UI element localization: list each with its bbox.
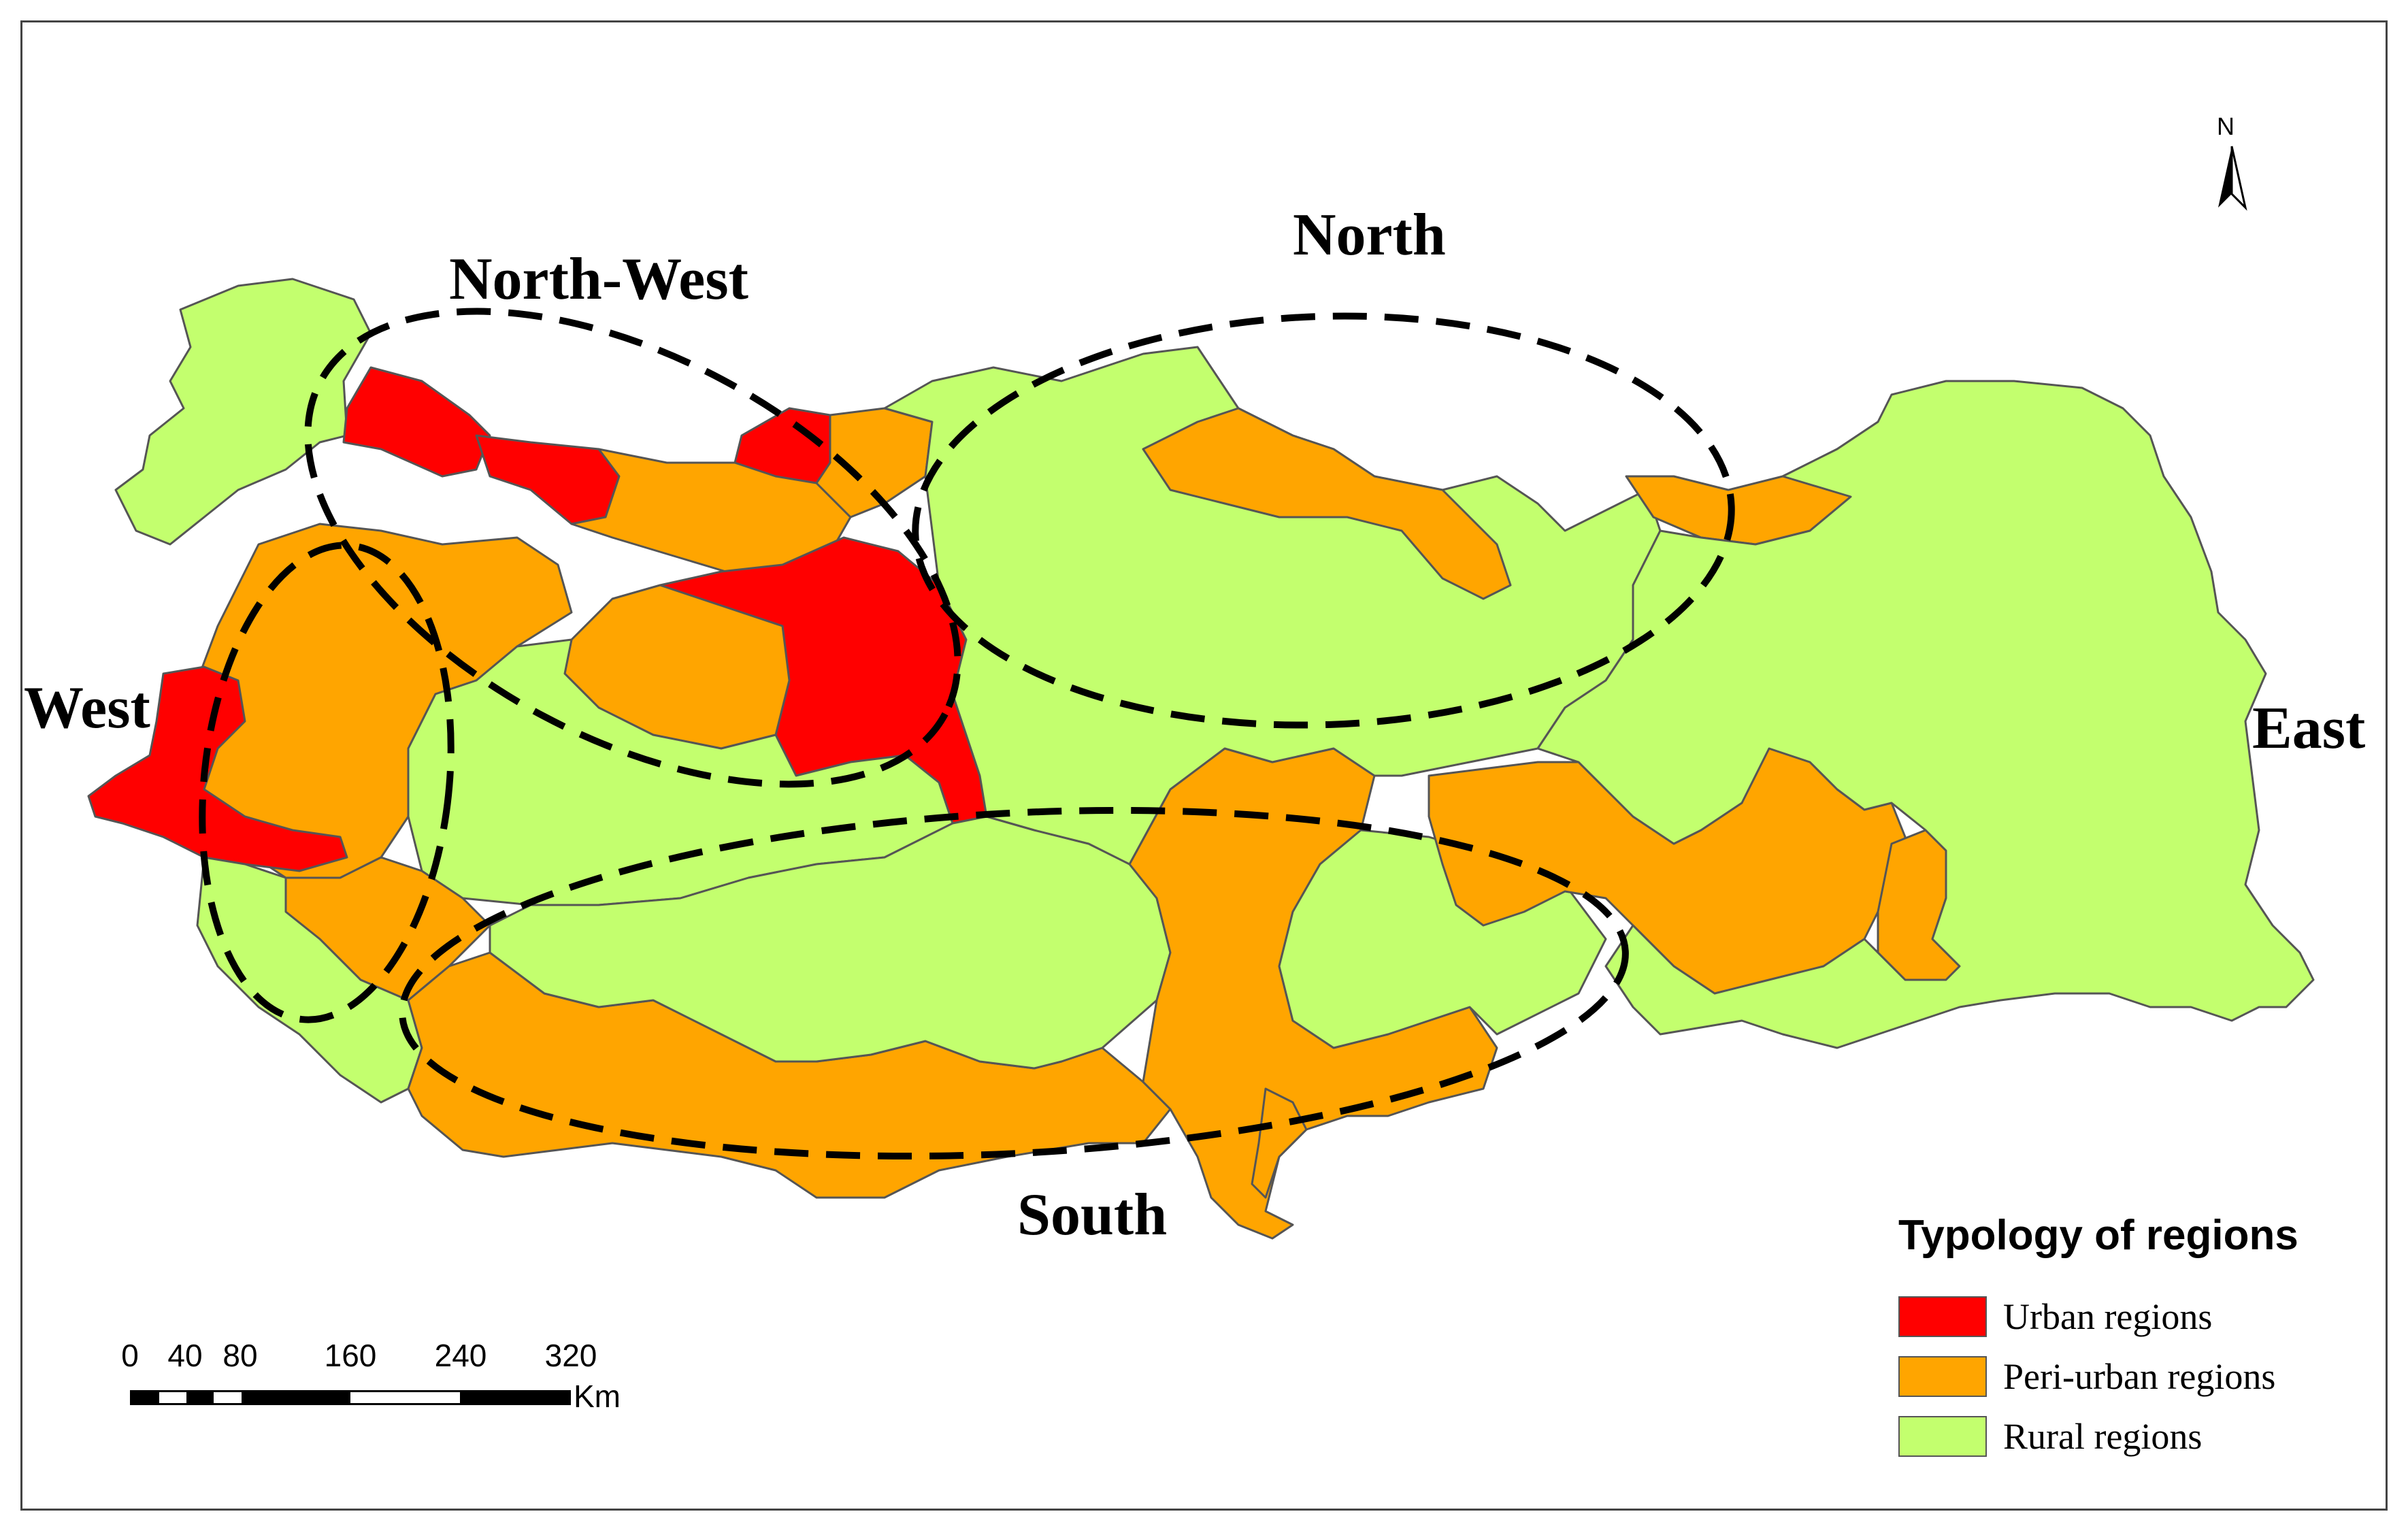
region-label-west: West [24, 675, 150, 741]
region-kocaeli-urban [475, 434, 621, 525]
legend-swatch-peri-urban [1898, 1356, 1987, 1397]
scale-tick-320: 320 [544, 1338, 597, 1373]
region-label-east: East [2252, 695, 2366, 761]
legend-item-urban: Urban regions [1898, 1287, 2334, 1347]
region-izmir-urban [87, 665, 348, 872]
region-istanbul-urban [342, 366, 491, 478]
ellipse-north [912, 312, 1735, 729]
region-label-north: North [1293, 202, 1446, 268]
legend-swatch-urban [1898, 1296, 1987, 1337]
scale-seg-4 [214, 1392, 242, 1403]
scale-tick-0: 0 [121, 1338, 139, 1373]
scale-seg-6 [350, 1392, 460, 1403]
scale-seg-3 [186, 1392, 214, 1403]
scale-tick-160: 160 [324, 1338, 377, 1373]
scale-tick-40: 40 [167, 1338, 203, 1373]
region-thrace-rural [114, 278, 372, 546]
legend-label-peri-urban: Peri-urban regions [2003, 1356, 2276, 1397]
scale-tick-80: 80 [222, 1338, 258, 1373]
scale-seg-7 [459, 1392, 569, 1403]
ellipse-west [199, 542, 455, 1023]
scale-tick-240: 240 [434, 1338, 487, 1373]
scale-bar: 0 40 80 160 240 320 Km [119, 1337, 636, 1419]
region-hatay-periurban [1251, 1087, 1308, 1199]
legend-item-peri-urban: Peri-urban regions [1898, 1347, 2334, 1406]
region-samsun-periurban [1142, 407, 1512, 600]
legend-swatch-rural [1898, 1416, 1987, 1457]
region-north-periurban-1 [815, 407, 934, 518]
scale-seg-1 [132, 1392, 160, 1403]
ellipse-south [399, 806, 1629, 1160]
region-label-north-west: North-West [449, 246, 748, 312]
legend-label-urban: Urban regions [2003, 1296, 2213, 1337]
legend-item-rural: Rural regions [1898, 1406, 2334, 1466]
legend: Typology of regions Urban regions Peri-u… [1898, 1211, 2334, 1466]
scale-unit: Km [574, 1379, 621, 1414]
legend-title: Typology of regions [1898, 1212, 2298, 1259]
north-arrow-icon [2218, 146, 2247, 211]
region-east-rural [1536, 380, 2315, 1049]
scale-bar-segments [130, 1390, 571, 1405]
legend-label-rural: Rural regions [2003, 1416, 2203, 1457]
scale-seg-2 [159, 1392, 187, 1403]
north-arrow-letter: N [2217, 112, 2234, 140]
region-adana-periurban [1128, 747, 1498, 1240]
scale-seg-5 [241, 1392, 350, 1403]
ellipse-north-west [304, 308, 961, 788]
region-label-south: South [1017, 1182, 1168, 1248]
north-arrow: N [2205, 112, 2259, 221]
